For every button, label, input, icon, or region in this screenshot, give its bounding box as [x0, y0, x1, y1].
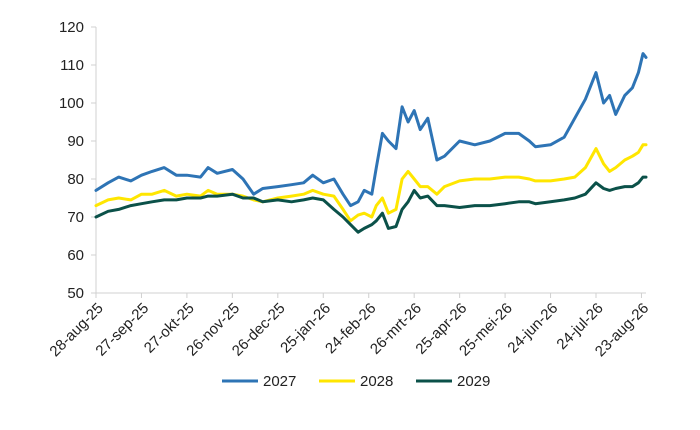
series-line-2029	[94, 175, 648, 234]
y-tick-label: 110	[60, 57, 84, 74]
legend-label-2029: 2029	[457, 373, 490, 390]
y-tick-label: 100	[59, 95, 84, 112]
y-tick-label: 90	[67, 133, 84, 150]
series-line-2028	[94, 143, 648, 223]
y-tick-label: 80	[67, 171, 84, 188]
legend: 2027 2028 2029	[222, 373, 490, 390]
y-tick-label: 120	[59, 19, 84, 36]
legend-label-2027: 2027	[263, 373, 296, 390]
y-axis: 50 60 70 80 90 100 110 120	[59, 19, 97, 302]
legend-label-2028: 2028	[360, 373, 393, 390]
x-tick-label: 24-jun-26	[504, 300, 561, 357]
y-tick-label: 50	[67, 285, 84, 302]
y-tick-label: 70	[67, 209, 84, 226]
series-lines	[94, 52, 648, 234]
y-tick-label: 60	[67, 247, 84, 264]
x-axis: 28-aug-2527-sep-2527-okt-2526-nov-2526-d…	[46, 292, 652, 360]
series-line-2027	[94, 52, 648, 208]
